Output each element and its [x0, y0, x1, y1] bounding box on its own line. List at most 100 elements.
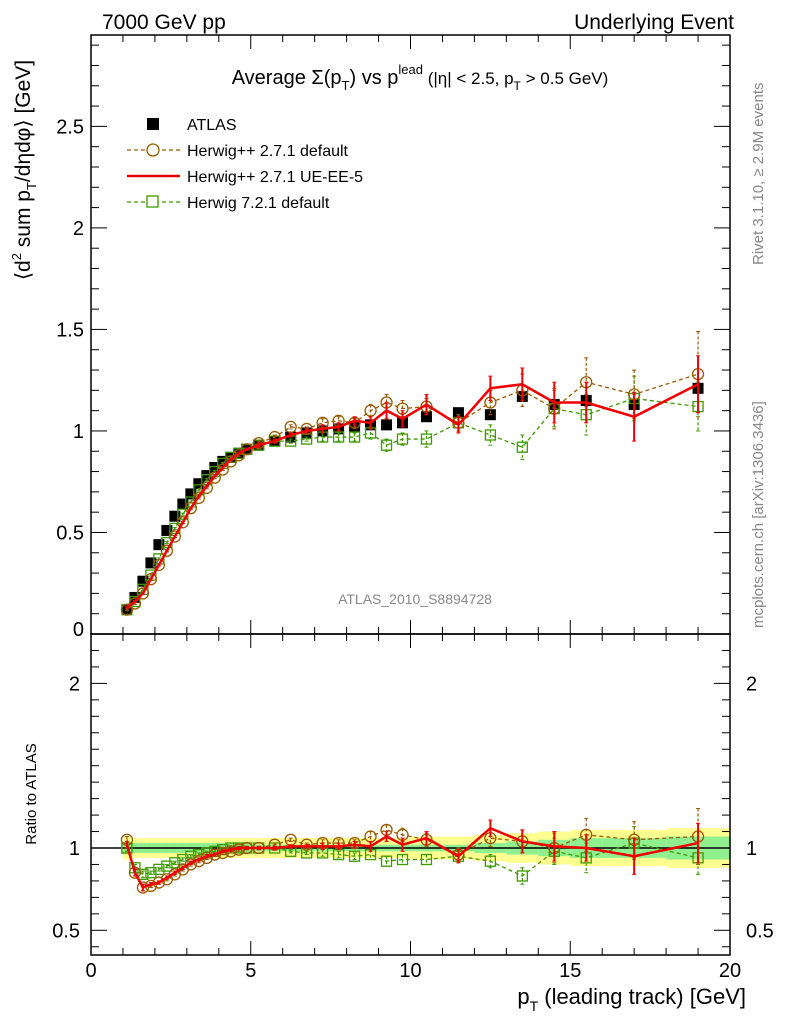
ylabel-sub: T: [24, 182, 39, 190]
main-title: Average Σ(pT) vs plead (|η| < 2.5, pT > …: [232, 62, 609, 93]
x-tick-label: 5: [245, 960, 256, 982]
herwigpp-default-point: [184, 501, 197, 515]
title-suffix2: > 0.5 GeV): [521, 69, 608, 88]
herwigpp-default-point: [364, 404, 377, 417]
y-tick-label: 2.5: [56, 116, 84, 138]
ratio-y-tick-label-right: 2: [746, 673, 757, 695]
xlabel-a: p: [517, 984, 529, 1009]
header-process-label: Underlying Event: [574, 11, 734, 34]
title-prefix: Average Σ(p: [232, 67, 342, 89]
atlas-data-point: [381, 419, 393, 431]
ratio-herwigpp-default-line: [126, 829, 699, 889]
ratio-herwig7-default-point: [348, 850, 361, 862]
herwig7-default-point: [380, 439, 393, 451]
ratio-herwig7-default-point: [396, 853, 409, 866]
herwigpp-default-point: [240, 443, 253, 456]
ratio-herwig7-default-point: [169, 857, 181, 869]
ratio-herwig7-default-point: [516, 870, 528, 882]
main-panel: 00.511.522.5 Average Σ(pT) vs plead (|η|…: [9, 34, 731, 641]
ylabel-c: /dηdφ⟩ [GeV]: [12, 60, 35, 182]
ratio-herwigpp-default-point: [268, 838, 281, 851]
main-y-axis-label: ⟨d2 sum pT/dηdφ⟩ [GeV]: [9, 60, 39, 280]
ratio-herwig7-default-point: [161, 860, 173, 872]
ratio-herwig7-default-point: [137, 868, 149, 880]
herwigpp-default-point: [284, 420, 297, 434]
atlas-data-point: [169, 510, 181, 522]
herwigpp-default-point: [224, 455, 237, 468]
title-sub-t: T: [342, 78, 350, 93]
title-suffix: (|η| < 2.5, p: [423, 69, 514, 88]
herwigpp-default-point: [136, 587, 150, 600]
main-axes: 0 0.5 1 1.5 2 2.5: [56, 35, 731, 641]
atlas-data-point: [177, 498, 189, 510]
herwigpp-default-point: [152, 558, 166, 572]
ratio-panel: 0 5 10 15 200.5 0.51 12 2 Ratio to ATLAS pT (le…: [23, 633, 774, 1014]
ratio-y-tick-label-left: 0.5: [52, 920, 80, 942]
herwigpp-default-point: [144, 573, 158, 586]
legend-marker-herwigpp-default: [146, 143, 160, 157]
ratio-herwigpp-default-point: [300, 838, 313, 851]
header-collision-label: 7000 GeV pp: [102, 11, 226, 34]
ratio-y-tick-label-left: 1: [69, 838, 80, 860]
xlabel-sub: T: [530, 998, 539, 1014]
ratio-herwig7-default-point: [153, 863, 165, 876]
atlas-data-point: [153, 539, 165, 551]
rivet-version-label: Rivet 3.1.10, ≥ 2.9M events: [750, 83, 767, 266]
ratio-herwigpp-default-point: [136, 881, 150, 894]
herwigpp-default-point: [232, 449, 245, 462]
herwigpp-default-point: [216, 463, 229, 476]
ratio-y-tick-label-left: 2: [69, 673, 80, 695]
herwigpp-ueee5-line: [126, 382, 699, 609]
ratio-y-tick-label-right: 1: [746, 838, 757, 860]
herwig7-default-point: [420, 433, 433, 445]
herwig7-default-point: [348, 431, 361, 443]
x-axis-label: pT (leading track) [GeV]: [517, 984, 746, 1014]
x-tick-label: 20: [719, 960, 741, 982]
legend-label-atlas: ATLAS: [187, 117, 237, 134]
y-tick-label: 1.5: [56, 319, 84, 341]
main-plot-area: [120, 330, 705, 616]
legend-marker-herwig7-default: [146, 195, 159, 208]
legend-label-herwigpp-ueee5: Herwig++ 2.7.1 UE-EE-5: [187, 169, 363, 186]
legend: ATLAS Herwig++ 2.7.1 default Herwig++ 2.…: [127, 117, 363, 212]
ylabel-b: sum p: [12, 190, 35, 253]
herwigpp-default-point: [300, 422, 313, 436]
ratio-herwigpp-default-point: [184, 858, 197, 871]
title-sub-t2: T: [514, 79, 522, 93]
legend-entry-herwigpp-ueee5: Herwig++ 2.7.1 UE-EE-5: [127, 169, 363, 186]
x-tick-label: 10: [399, 960, 421, 982]
legend-label-herwig7-default: Herwig 7.2.1 default: [187, 195, 330, 212]
ratio-herwigpp-ueee5-line: [125, 826, 699, 890]
herwig7-default-point: [484, 429, 497, 441]
x-tick-label: 0: [85, 960, 96, 982]
ratio-y-tick-label-right: 0.5: [746, 920, 774, 942]
xlabel-b: (leading track) [GeV]: [538, 984, 746, 1009]
herwigpp-default-point: [192, 491, 205, 505]
ratio-y-axis-label: Ratio to ATLAS: [23, 743, 40, 844]
y-tick-label: 0: [73, 619, 84, 641]
legend-entry-herwigpp-default: Herwig++ 2.7.1 default: [127, 143, 349, 160]
atlas-data-point: [217, 455, 229, 467]
mcplots-label: mcplots.cern.ch [arXiv:1306.3436]: [750, 401, 767, 628]
ylabel-a: ⟨d: [12, 260, 35, 280]
atlas-data-point: [420, 411, 432, 423]
atlas-data-point: [185, 488, 197, 500]
title-middle: ) vs p: [349, 67, 398, 89]
ratio-herwigpp-default-point: [348, 836, 361, 850]
herwigpp-default-point: [168, 530, 182, 543]
atlas-data-point: [193, 478, 205, 490]
ratio-herwig7-default-point: [380, 855, 393, 867]
herwigpp-default-point: [160, 544, 174, 557]
y-tick-label: 0.5: [56, 522, 84, 544]
atlas-data-point: [161, 524, 173, 536]
ylabel-sup: 2: [9, 253, 24, 260]
y-tick-label: 2: [73, 218, 84, 240]
ratio-herwig7-default-point: [145, 867, 157, 879]
legend-label-herwigpp-default: Herwig++ 2.7.1 default: [187, 143, 349, 160]
herwig7-default-line: [126, 397, 699, 611]
legend-entry-herwig7-default: Herwig 7.2.1 default: [127, 195, 330, 212]
herwigpp-default-point: [120, 603, 134, 616]
ratio-herwig7-default-point: [484, 855, 497, 867]
herwigpp-default-point: [128, 597, 142, 610]
